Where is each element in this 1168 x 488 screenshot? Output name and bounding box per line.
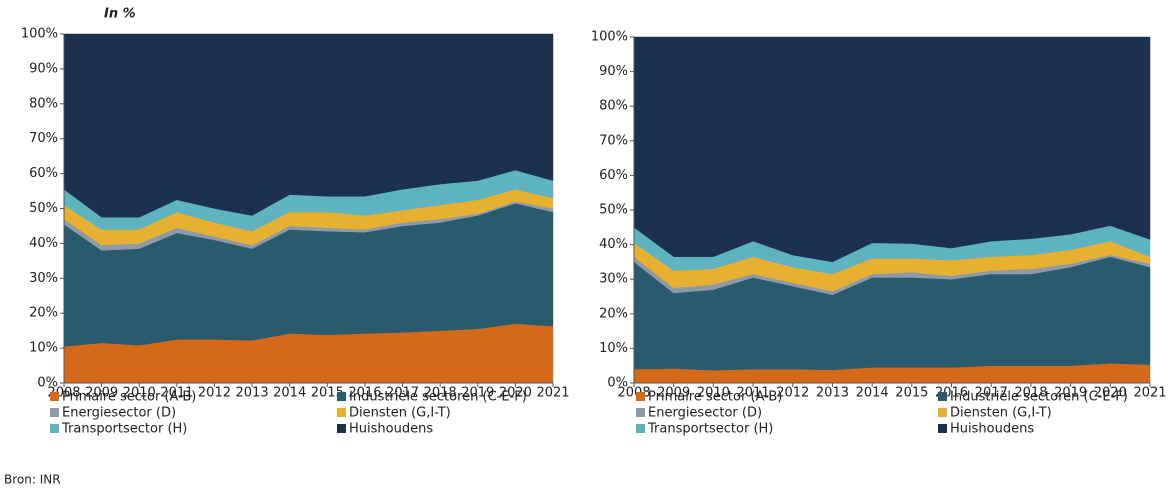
y-tick-label: 70% bbox=[599, 133, 628, 148]
y-tick-label: 30% bbox=[29, 271, 58, 286]
y-tick-label: 40% bbox=[29, 236, 58, 251]
source: Bron: INR bbox=[4, 473, 61, 487]
y-tick-label: 10% bbox=[29, 341, 58, 356]
x-tick-label: 2012 bbox=[198, 386, 231, 401]
legend-swatch bbox=[50, 408, 59, 417]
y-tick-label: 100% bbox=[591, 30, 628, 45]
x-tick-label: 2010 bbox=[123, 386, 156, 401]
legend-label: Industriële sectoren (C-E-F) bbox=[349, 390, 527, 405]
x-tick-label: 2011 bbox=[737, 386, 770, 401]
y-tick-label: 30% bbox=[599, 272, 628, 287]
y-tick-label: 50% bbox=[29, 201, 58, 216]
y-tick-label: 60% bbox=[599, 168, 628, 183]
legend-swatch bbox=[337, 392, 346, 401]
x-tick-label: 2008 bbox=[617, 386, 650, 401]
y-tick-label: 0% bbox=[607, 376, 628, 391]
x-tick-label: 2016 bbox=[348, 386, 381, 401]
x-tick-label: 2012 bbox=[776, 386, 809, 401]
y-tick-label: 80% bbox=[29, 96, 58, 111]
y-tick-label: 90% bbox=[29, 61, 58, 76]
legend-label: Huishoudens bbox=[950, 422, 1034, 437]
legend-label: Diensten (G,I-T) bbox=[349, 406, 451, 421]
legend-swatch bbox=[337, 424, 346, 433]
y-tick-label: 90% bbox=[599, 64, 628, 79]
y-tick-label: 20% bbox=[29, 306, 58, 321]
legend-swatch bbox=[938, 408, 947, 417]
legend-label: Transportsector (H) bbox=[61, 422, 187, 437]
x-tick-label: 2020 bbox=[499, 386, 532, 401]
y-tick-label: 20% bbox=[599, 306, 628, 321]
x-tick-label: 2017 bbox=[975, 386, 1008, 401]
y-tick-label: 60% bbox=[29, 166, 58, 181]
area bbox=[633, 36, 1151, 263]
legend-label: Primaire sector (A-B) bbox=[648, 390, 782, 405]
area bbox=[63, 33, 554, 218]
y-axis-note: In % bbox=[104, 7, 136, 22]
x-tick-label: 2020 bbox=[1094, 386, 1127, 401]
legend-swatch bbox=[636, 392, 645, 401]
y-tick-label: 0% bbox=[37, 376, 58, 391]
legend-swatch bbox=[337, 408, 346, 417]
y-tick-label: 10% bbox=[599, 341, 628, 356]
x-tick-label: 2009 bbox=[657, 386, 690, 401]
y-tick-label: 70% bbox=[29, 131, 58, 146]
legend-swatch bbox=[938, 424, 947, 433]
y-tick-label: 50% bbox=[599, 203, 628, 218]
x-tick-label: 2009 bbox=[85, 386, 118, 401]
x-tick-label: 2010 bbox=[697, 386, 730, 401]
x-tick-label: 2015 bbox=[895, 386, 928, 401]
x-tick-label: 2021 bbox=[1133, 386, 1166, 401]
legend-swatch bbox=[50, 392, 59, 401]
legend-label: Huishoudens bbox=[349, 422, 433, 437]
x-tick-label: 2014 bbox=[856, 386, 889, 401]
y-tick-label: 100% bbox=[21, 27, 58, 42]
legend-swatch bbox=[938, 392, 947, 401]
x-tick-label: 2013 bbox=[236, 386, 269, 401]
x-tick-label: 2011 bbox=[160, 386, 193, 401]
legend-label: Industriële sectoren (C-E-F) bbox=[950, 390, 1128, 405]
x-tick-label: 2018 bbox=[1014, 386, 1047, 401]
x-tick-label: 2019 bbox=[461, 386, 494, 401]
legend-label: Energiesector (D) bbox=[648, 406, 762, 421]
legend-label: Transportsector (H) bbox=[647, 422, 773, 437]
legend-label: Primaire sector (A-B) bbox=[62, 390, 196, 405]
x-tick-label: 2013 bbox=[816, 386, 849, 401]
y-tick-label: 80% bbox=[599, 99, 628, 114]
y-tick-label: 40% bbox=[599, 237, 628, 252]
x-tick-label: 2015 bbox=[311, 386, 344, 401]
legend-label: Diensten (G,I-T) bbox=[950, 406, 1052, 421]
x-tick-label: 2018 bbox=[424, 386, 457, 401]
legend-label: Energiesector (D) bbox=[62, 406, 176, 421]
legend-swatch bbox=[636, 408, 645, 417]
x-tick-label: 2014 bbox=[273, 386, 306, 401]
legend-swatch bbox=[50, 424, 59, 433]
x-tick-label: 2017 bbox=[386, 386, 419, 401]
x-tick-label: 2019 bbox=[1054, 386, 1087, 401]
x-tick-label: 2021 bbox=[536, 386, 569, 401]
legend-swatch bbox=[636, 424, 645, 433]
